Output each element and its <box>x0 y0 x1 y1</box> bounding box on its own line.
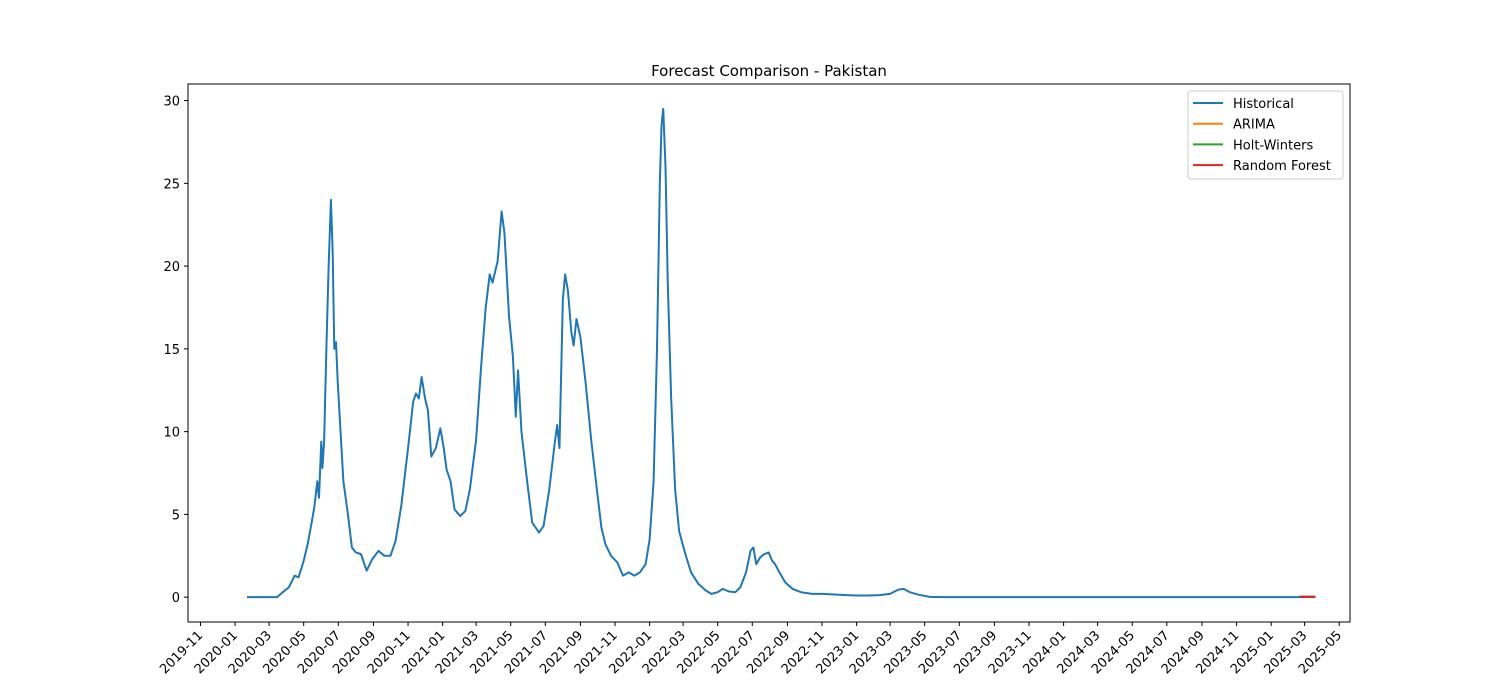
plot-frame <box>187 83 1351 623</box>
legend-box <box>1187 90 1344 180</box>
y-tick-label: 0 <box>172 591 180 606</box>
y-tick-label: 15 <box>163 343 180 358</box>
y-tick-label: 25 <box>163 177 180 192</box>
legend: Historical ARIMA Holt-Winters Random Forest <box>1187 90 1344 180</box>
series-line-historical <box>246 107 1300 599</box>
legend-label: ARIMA <box>1233 118 1275 133</box>
series-layer <box>246 107 1316 599</box>
y-tick-label: 5 <box>172 508 180 523</box>
chart-title: Forecast Comparison - Pakistan <box>651 62 887 80</box>
y-axis: 0 5 10 15 20 25 30 <box>163 95 188 606</box>
y-tick-label: 10 <box>163 426 180 441</box>
x-axis: 2019-112020-012020-032020-052020-072020-… <box>157 622 1345 677</box>
y-tick-label: 30 <box>163 95 180 110</box>
legend-label: Holt-Winters <box>1233 138 1313 153</box>
y-tick-label: 20 <box>163 260 180 275</box>
legend-label: Historical <box>1233 97 1294 112</box>
legend-label: Random Forest <box>1233 159 1331 174</box>
